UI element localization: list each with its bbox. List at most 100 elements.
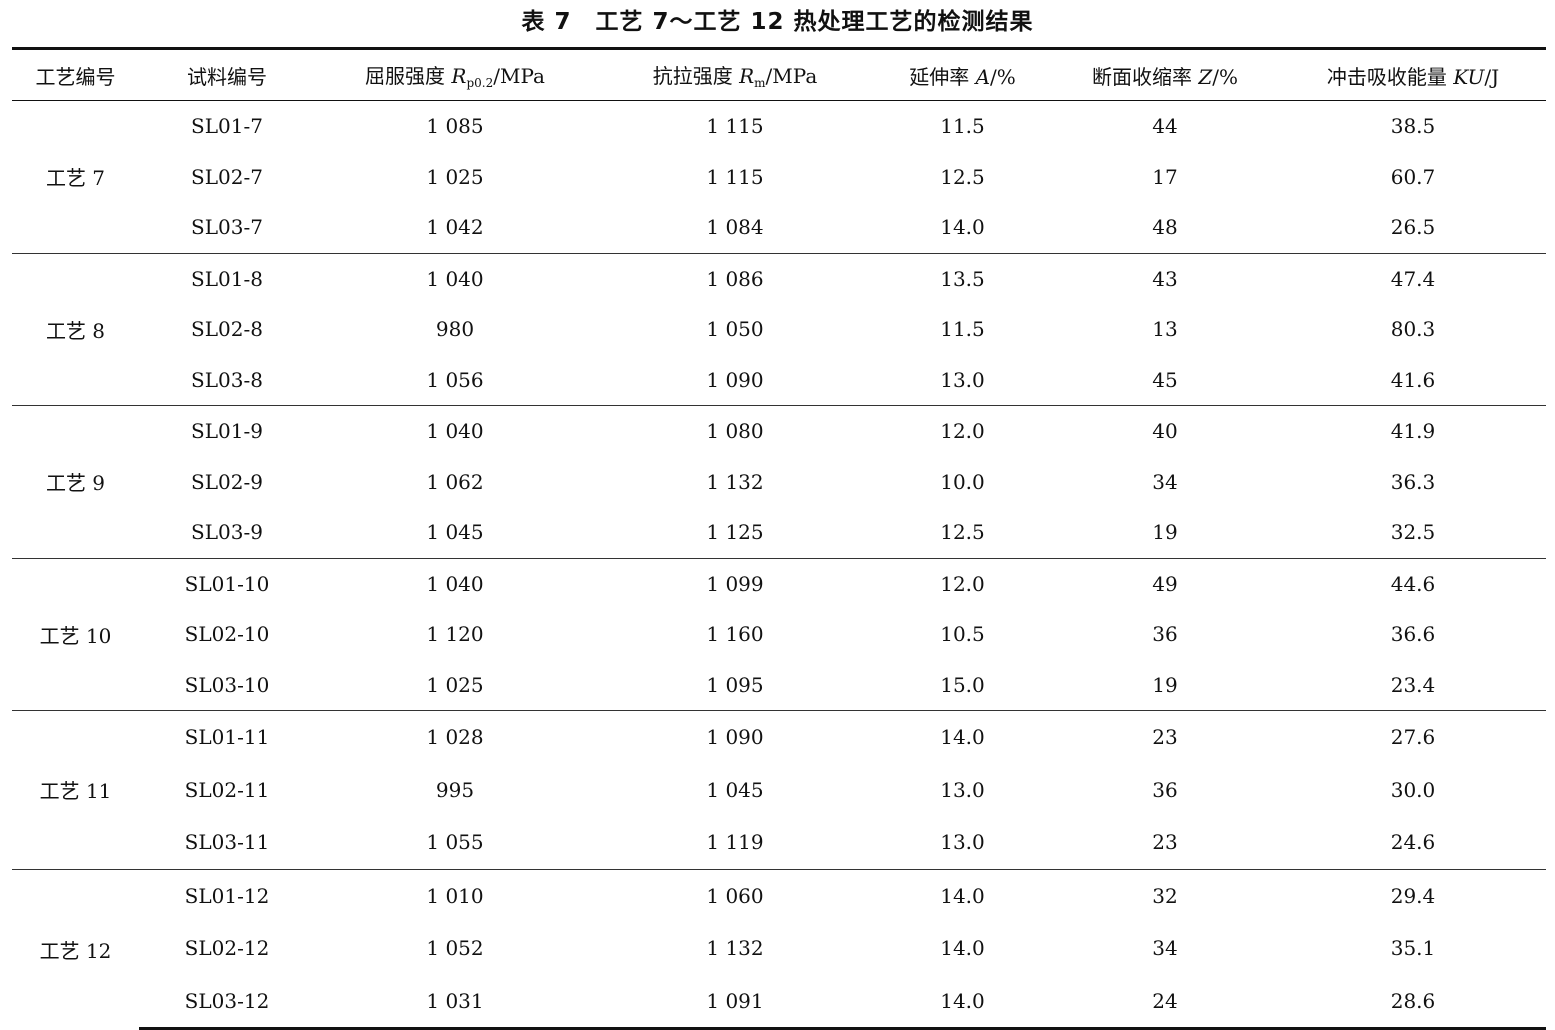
cell-elongation: 15.0: [940, 672, 985, 697]
header-elongation: 延伸率 A/%: [875, 47, 1050, 101]
cell-reduction: 43: [1050, 252, 1280, 304]
cell-sample: SL03-8: [191, 367, 263, 392]
cell-tensile: 1 090: [706, 367, 764, 392]
cell-tensile: 1 050: [706, 317, 764, 342]
cell-elongation: 14.0: [940, 215, 985, 240]
cell-elongation: 13.0: [940, 777, 985, 802]
table-row: SL02-11 995 1 045 13.0 36 30.0: [12, 764, 1546, 817]
cell-tensile: 1 115: [706, 164, 764, 189]
cell-sample: SL02-12: [184, 936, 270, 961]
cell-elongation: 12.0: [875, 405, 1050, 457]
cell-impact: 32.5: [1390, 520, 1436, 545]
cell-impact: 23.4: [1390, 672, 1436, 697]
header-tensile: 抗拉强度 Rm/MPa: [595, 47, 875, 101]
cell-sample: SL02-11: [184, 777, 270, 802]
table-title: 表 7 工艺 7～工艺 12 热处理工艺的检测结果: [521, 9, 1034, 35]
cell-sample: SL02-7: [191, 164, 263, 189]
cell-impact: 47.4: [1280, 252, 1546, 304]
cell-yield: 1 040: [315, 405, 595, 457]
cell-impact: 44.6: [1280, 557, 1546, 609]
cell-elongation: 13.0: [940, 830, 985, 855]
cell-elongation: 14.0: [875, 974, 1050, 1030]
cell-yield: 1 025: [426, 672, 484, 697]
cell-reduction: 36: [1152, 777, 1178, 802]
cell-yield: 1 045: [426, 520, 484, 545]
cell-sample: SL02-10: [184, 622, 270, 647]
cell-sample: SL03-9: [191, 520, 263, 545]
table-row: 工艺 11 SL01-11 1 028 1 090 14.0 23 27.6: [12, 710, 1546, 869]
cell-yield: 1 042: [426, 215, 484, 240]
cell-reduction: 19: [1152, 520, 1178, 545]
cell-yield: 1 055: [426, 830, 484, 855]
cell-process: 工艺 7: [45, 166, 106, 191]
cell-elongation: 12.5: [940, 164, 985, 189]
table-row: SL03-7 1 042 1 084 14.0 48 26.5: [12, 202, 1546, 253]
cell-yield: 1 028: [315, 710, 595, 764]
header-sample: 试料编号: [139, 47, 315, 101]
cell-tensile: 1 090: [595, 710, 875, 764]
cell-sample: SL03-7: [191, 215, 263, 240]
table-row: SL03-9 1 045 1 125 12.5 19 32.5: [12, 507, 1546, 558]
cell-impact: 29.4: [1280, 868, 1546, 922]
cell-tensile: 1 091: [595, 974, 875, 1030]
table-row: 工艺 10 SL01-10 1 040 1 099 12.0 49 44.6: [12, 557, 1546, 711]
table-row: SL02-9 1 062 1 132 10.0 34 36.3: [12, 457, 1546, 508]
cell-yield: 1 031: [315, 974, 595, 1030]
header-process: 工艺编号: [12, 47, 139, 101]
cell-tensile: 1 045: [706, 777, 764, 802]
cell-reduction: 45: [1152, 367, 1178, 392]
results-table: 工艺编号 试料编号 屈服强度 Rp0.2/MPa 抗拉强度 Rm/MPa 延伸率…: [12, 47, 1546, 1030]
cell-impact: 30.0: [1390, 777, 1436, 802]
cell-sample: SL02-9: [191, 469, 263, 494]
cell-elongation: 11.5: [940, 114, 985, 139]
cell-yield: 1 010: [315, 868, 595, 922]
cell-reduction: 34: [1152, 469, 1178, 494]
cell-elongation: 14.0: [875, 868, 1050, 922]
cell-yield: 1 056: [426, 367, 484, 392]
cell-impact: 41.9: [1280, 405, 1546, 457]
cell-elongation: 13.0: [940, 367, 985, 392]
cell-reduction: 48: [1152, 215, 1178, 240]
cell-reduction: 34: [1152, 936, 1178, 961]
cell-yield: 1 052: [426, 936, 484, 961]
cell-impact: 28.6: [1280, 974, 1546, 1030]
cell-elongation: 10.5: [940, 622, 985, 647]
cell-tensile: 1 084: [706, 215, 764, 240]
cell-yield: 1 120: [426, 622, 484, 647]
table-row: SL02-10 1 120 1 160 10.5 36 36.6: [12, 609, 1546, 660]
cell-sample: SL01-10: [139, 557, 315, 609]
table-row: 工艺 8 SL01-8 1 040 1 086 13.5 43 47.4: [12, 252, 1546, 406]
cell-elongation: 13.5: [875, 252, 1050, 304]
cell-sample: SL02-8: [191, 317, 263, 342]
cell-yield: 980: [435, 317, 475, 342]
cell-tensile: 1 086: [595, 252, 875, 304]
cell-reduction: 44: [1152, 114, 1178, 139]
cell-reduction: 32: [1050, 868, 1280, 922]
table-row: 工艺 9 SL01-9 1 040 1 080 12.0 40 41.9: [12, 405, 1546, 558]
cell-process: 工艺 10: [12, 557, 139, 711]
cell-process: 工艺 8: [12, 252, 139, 406]
cell-reduction: 23: [1152, 830, 1178, 855]
cell-tensile: 1 125: [706, 520, 764, 545]
cell-sample: SL03-12: [139, 974, 315, 1030]
cell-yield: 1 085: [426, 114, 484, 139]
cell-reduction: 49: [1050, 557, 1280, 609]
cell-impact: 35.1: [1390, 936, 1436, 961]
cell-elongation: 12.5: [940, 520, 985, 545]
cell-impact: 41.6: [1390, 367, 1436, 392]
cell-impact: 36.3: [1390, 469, 1436, 494]
cell-sample: SL03-11: [184, 830, 270, 855]
cell-sample: SL03-10: [184, 672, 270, 697]
header-impact: 冲击吸收能量 KU/J: [1280, 47, 1546, 101]
table-row: SL03-12 1 031 1 091 14.0 24 28.6: [12, 974, 1546, 1030]
table-row: SL03-11 1 055 1 119 13.0 23 24.6: [12, 816, 1546, 869]
cell-elongation: 11.5: [940, 317, 985, 342]
cell-impact: 26.5: [1390, 215, 1436, 240]
cell-elongation: 14.0: [875, 710, 1050, 764]
cell-sample: SL01-12: [139, 868, 315, 922]
cell-elongation: 12.0: [875, 557, 1050, 609]
cell-process: 工艺 11: [12, 710, 139, 869]
cell-tensile: 1 132: [706, 936, 764, 961]
cell-impact: 38.5: [1390, 114, 1436, 139]
cell-reduction: 17: [1152, 164, 1178, 189]
